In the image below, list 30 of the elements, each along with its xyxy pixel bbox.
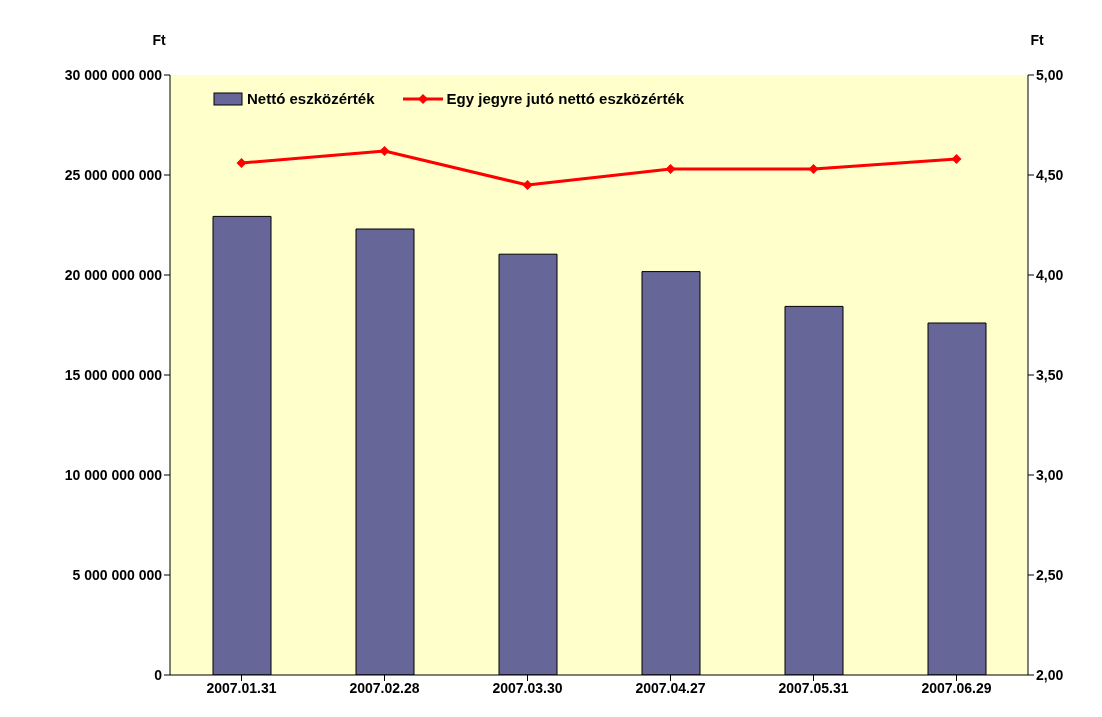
x-tick-label: 2007.01.31 [206, 679, 277, 696]
legend-label: Egy jegyre jutó nettó eszközérték [446, 90, 685, 107]
legend-label: Nettó eszközérték [247, 90, 375, 107]
y2-tick-label: 4,50 [1036, 166, 1064, 183]
y2-tick-label: 3,00 [1036, 466, 1064, 483]
y2-tick-label: 5,00 [1036, 66, 1064, 83]
y-tick-label: 30 000 000 000 [64, 66, 163, 83]
point [236, 158, 247, 168]
y-tick-label: 25 000 000 000 [64, 166, 163, 183]
y-tick-label: 20 000 000 000 [64, 266, 163, 283]
y-tick-label: 10 000 000 000 [64, 466, 163, 483]
point [379, 146, 390, 156]
y2-axis-title: Ft [1030, 32, 1044, 48]
y-tick-label: 0 [154, 666, 163, 683]
point [808, 164, 819, 174]
point [665, 164, 676, 174]
point [522, 180, 533, 190]
y2-tick-label: 2,50 [1036, 566, 1064, 583]
y-tick-label: 5 000 000 000 [72, 566, 163, 583]
x-tick-label: 2007.04.27 [635, 679, 706, 696]
y2-tick-label: 2,00 [1036, 666, 1064, 683]
x-tick-label: 2007.06.29 [921, 679, 992, 696]
x-tick-label: 2007.05.31 [778, 679, 849, 696]
y-tick-label: 15 000 000 000 [64, 366, 163, 383]
x-tick-label: 2007.03.30 [492, 679, 563, 696]
y2-tick-label: 3,50 [1036, 366, 1064, 383]
x-tick-label: 2007.02.28 [349, 679, 420, 696]
point [951, 154, 962, 164]
y2-tick-label: 4,00 [1036, 266, 1064, 283]
y-axis-title: Ft [152, 32, 166, 48]
